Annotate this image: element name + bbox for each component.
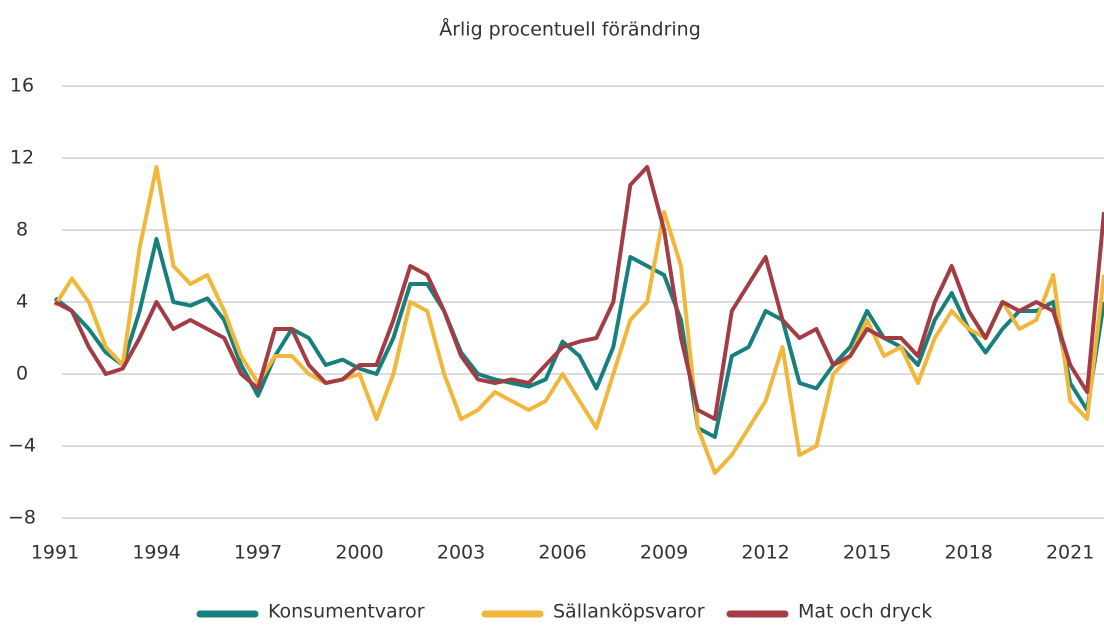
series-line [53,165,1104,475]
chart-title: Årlig procentuell förändring [439,18,701,41]
legend-label: Sällanköpsvaror [553,601,705,623]
y-tick-label: 8 [16,219,28,241]
y-tick-label: 12 [10,147,34,169]
series-line [54,165,1104,421]
legend-label: Konsumentvaror [268,601,425,623]
series-line [53,237,1104,439]
x-tick-label: 2012 [741,542,789,564]
y-tick-label: 0 [16,363,28,385]
x-tick-label: 2000 [335,542,383,564]
x-tick-label: 1991 [31,542,79,564]
x-tick-label: 1994 [132,542,180,564]
x-tick-label: 2003 [437,542,485,564]
x-tick-label: 2009 [640,542,688,564]
x-tick-label: 2015 [843,542,891,564]
x-tick-label: 1997 [234,542,282,564]
y-tick-label: 16 [10,75,34,97]
legend-label: Mat och dryck [798,601,932,623]
y-tick-label: 4 [16,291,28,313]
x-tick-label: 2006 [538,542,586,564]
y-tick-label: −8 [8,507,36,529]
x-tick-label: 2021 [1046,542,1094,564]
y-tick-label: −4 [8,435,36,457]
x-tick-label: 2018 [944,542,992,564]
